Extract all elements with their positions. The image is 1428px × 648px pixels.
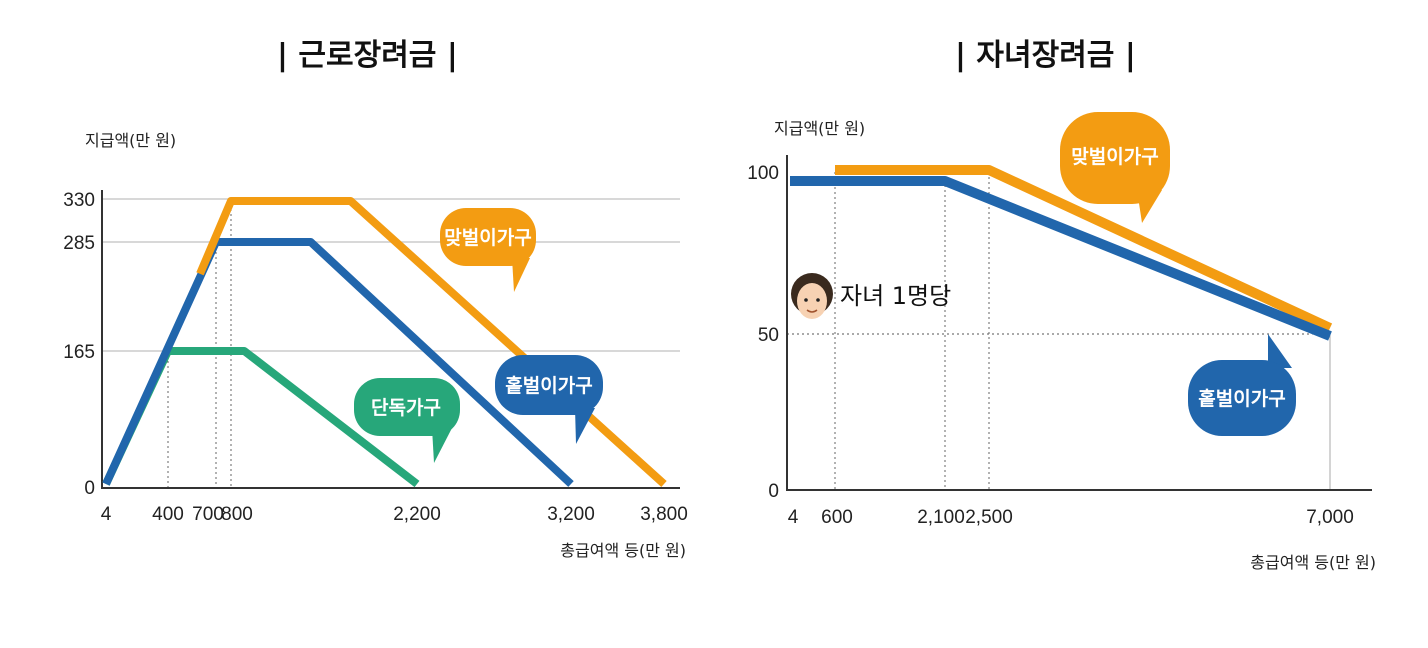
left-xtick-400: 400 (152, 504, 184, 525)
left-xtick-800: 800 (221, 504, 253, 525)
left-ytick-285: 285 (63, 233, 95, 254)
series-line-single-earner (102, 238, 574, 487)
bubble-single-earner-right: 홑벌이가구 (1188, 334, 1296, 436)
right-xlabel: 총급여액 등(만 원) (1250, 553, 1376, 572)
right-xtick-600: 600 (821, 507, 853, 528)
left-xtick-3200: 3,200 (547, 504, 595, 525)
left-ylabel: 지급액(만 원) (85, 131, 176, 150)
left-xtick-2200: 2,200 (393, 504, 441, 525)
right-ytick-50: 50 (758, 325, 779, 346)
series-line-dual-earner (196, 197, 667, 487)
left-xtick-3800: 3,800 (640, 504, 688, 525)
left-ytick-0: 0 (84, 478, 95, 499)
legend-dual-earner: 맞벌이가구 (444, 227, 531, 249)
left-xtick-4: 4 (101, 504, 112, 525)
legend-single-person: 단독가구 (371, 397, 441, 419)
right-xtick-7000: 7,000 (1306, 507, 1354, 528)
right-ytick-0: 0 (768, 481, 779, 502)
legend-dual-earner-right: 맞벌이가구 (1071, 146, 1158, 168)
right-ytick-100: 100 (747, 163, 779, 184)
left-xtick-700: 700 (192, 504, 224, 525)
right-ylabel: 지급액(만 원) (774, 119, 865, 138)
bubble-single-person: 단독가구 (354, 378, 460, 463)
per-child-annotation: 자녀 1명당 (840, 282, 951, 310)
bubble-single-earner: 홑벌이가구 (495, 355, 603, 444)
left-ytick-330: 330 (63, 190, 95, 211)
right-chart: 지급액(만 원) 총급여액 등(만 원) 0 50 100 4 600 2,10… (747, 112, 1376, 572)
series-line-single-earner-right (790, 176, 1332, 341)
right-xtick-4: 4 (788, 507, 799, 528)
right-xtick-2100: 2,100 (917, 507, 965, 528)
bubble-dual-earner-right: 맞벌이가구 (1060, 112, 1170, 223)
left-chart-title: | 근로장려금 | (277, 38, 458, 73)
left-chart: 지급액(만 원) 총급여액 등(만 원) 0 165 285 330 4 400… (63, 131, 687, 560)
child-face-icon (791, 273, 833, 319)
series-line-dual-earner-right (835, 165, 1333, 333)
bubble-dual-earner: 맞벌이가구 (440, 208, 536, 292)
left-ytick-165: 165 (63, 342, 95, 363)
right-chart-title: | 자녀장려금 | (955, 38, 1136, 73)
left-xlabel: 총급여액 등(만 원) (560, 541, 686, 560)
legend-single-earner: 홑벌이가구 (505, 374, 592, 397)
right-xtick-2500: 2,500 (965, 507, 1013, 528)
legend-single-earner-right: 홑벌이가구 (1198, 387, 1285, 410)
